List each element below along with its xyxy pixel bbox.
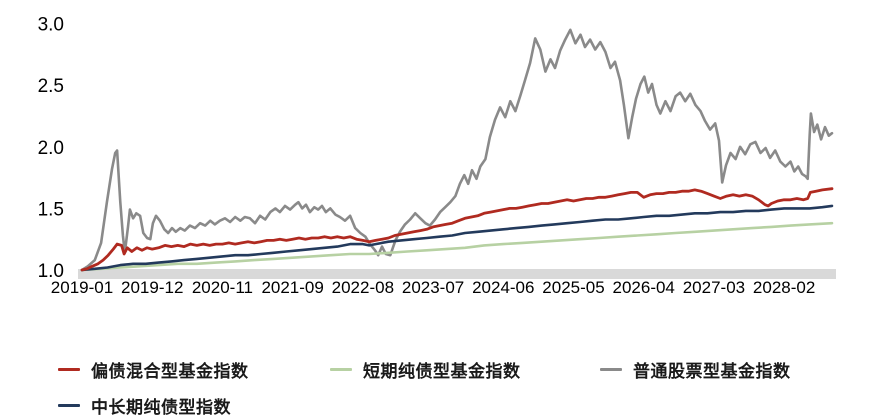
legend-dash-icon	[58, 368, 80, 371]
y-tick-label: 2.0	[38, 138, 64, 159]
legend-item-hybrid-bond-fund-index: 偏债混合型基金指数	[58, 357, 330, 382]
x-tick-label: 2019-01	[51, 278, 113, 297]
x-tick-label: 2026-04	[613, 278, 675, 297]
x-tick-label: 2023-07	[402, 278, 464, 297]
legend-item-ordinary-equity-fund-index: 普通股票型基金指数	[600, 357, 860, 382]
series-line-short-term-pure-bond-fund-index	[80, 221, 834, 272]
legend-dash-icon	[58, 404, 80, 407]
legend-item-medium-long-term-pure-bond-index: 中长期纯债型指数	[58, 393, 330, 418]
x-tick-label: 2021-09	[261, 278, 323, 297]
legend-dash-icon	[330, 368, 352, 371]
y-tick-label: 1.5	[38, 199, 64, 220]
legend-label: 普通股票型基金指数	[633, 362, 791, 381]
x-tick-label: 2025-05	[542, 278, 604, 297]
baseline-band	[78, 269, 836, 279]
x-tick-label: 2028-02	[753, 278, 815, 297]
chart-legend: 偏债混合型基金指数 短期纯债型基金指数 普通股票型基金指数中长期纯债型指数	[58, 357, 860, 418]
y-tick-label: 2.5	[38, 76, 64, 97]
series-line-medium-long-term-pure-bond-index	[80, 204, 834, 272]
series-line-hybrid-bond-fund-index	[80, 187, 834, 272]
x-tick-label: 2020-11	[192, 278, 253, 297]
legend-label: 偏债混合型基金指数	[91, 362, 249, 381]
x-tick-label: 2024-06	[472, 278, 534, 297]
x-tick-label: 2027-03	[683, 278, 745, 297]
x-tick-label: 2022-08	[332, 278, 394, 297]
y-tick-label: 3.0	[38, 15, 64, 36]
y-tick-label: 1.0	[38, 261, 64, 282]
legend-label: 中长期纯债型指数	[91, 398, 231, 417]
series-line-ordinary-equity-fund-index	[80, 28, 834, 272]
legend-item-short-term-pure-bond-fund-index: 短期纯债型基金指数	[330, 357, 600, 382]
legend-label: 短期纯债型基金指数	[363, 362, 521, 381]
x-tick-label: 2019-12	[121, 278, 183, 297]
legend-dash-icon	[600, 368, 622, 371]
